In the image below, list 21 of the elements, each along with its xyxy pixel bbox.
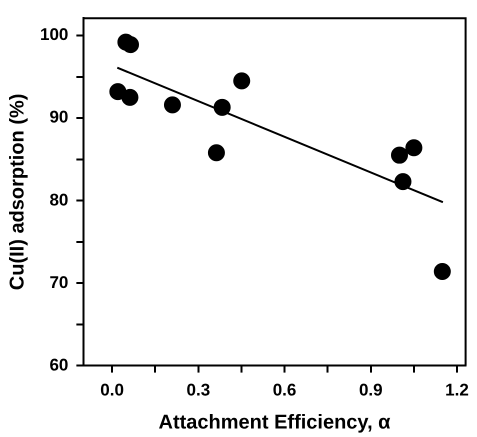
point (214, 98, 231, 116)
point (233, 72, 250, 90)
point (164, 96, 181, 114)
y-tick-label: 70 (49, 272, 68, 292)
y-axis-title: Cu(II) adsorption (%) (6, 94, 29, 290)
x-tick-label: 1.2 (445, 380, 469, 400)
y-tick-label: 100 (40, 25, 68, 44)
y-tick-label: 90 (49, 108, 68, 127)
point (434, 263, 451, 280)
x-tick-label: 0.6 (272, 380, 296, 400)
x-tick-label: 0.0 (100, 380, 124, 400)
point (208, 144, 225, 162)
x-tick-label: 0.3 (186, 380, 210, 400)
point (405, 139, 422, 156)
point (391, 146, 408, 164)
point (394, 173, 412, 190)
y-tick-label: 80 (49, 190, 68, 210)
y-tick-label: 60 (49, 355, 68, 374)
x-axis-title: Attachment Efficiency, α (158, 412, 392, 434)
x-tick-label: 0.9 (358, 380, 383, 400)
point (121, 88, 138, 106)
